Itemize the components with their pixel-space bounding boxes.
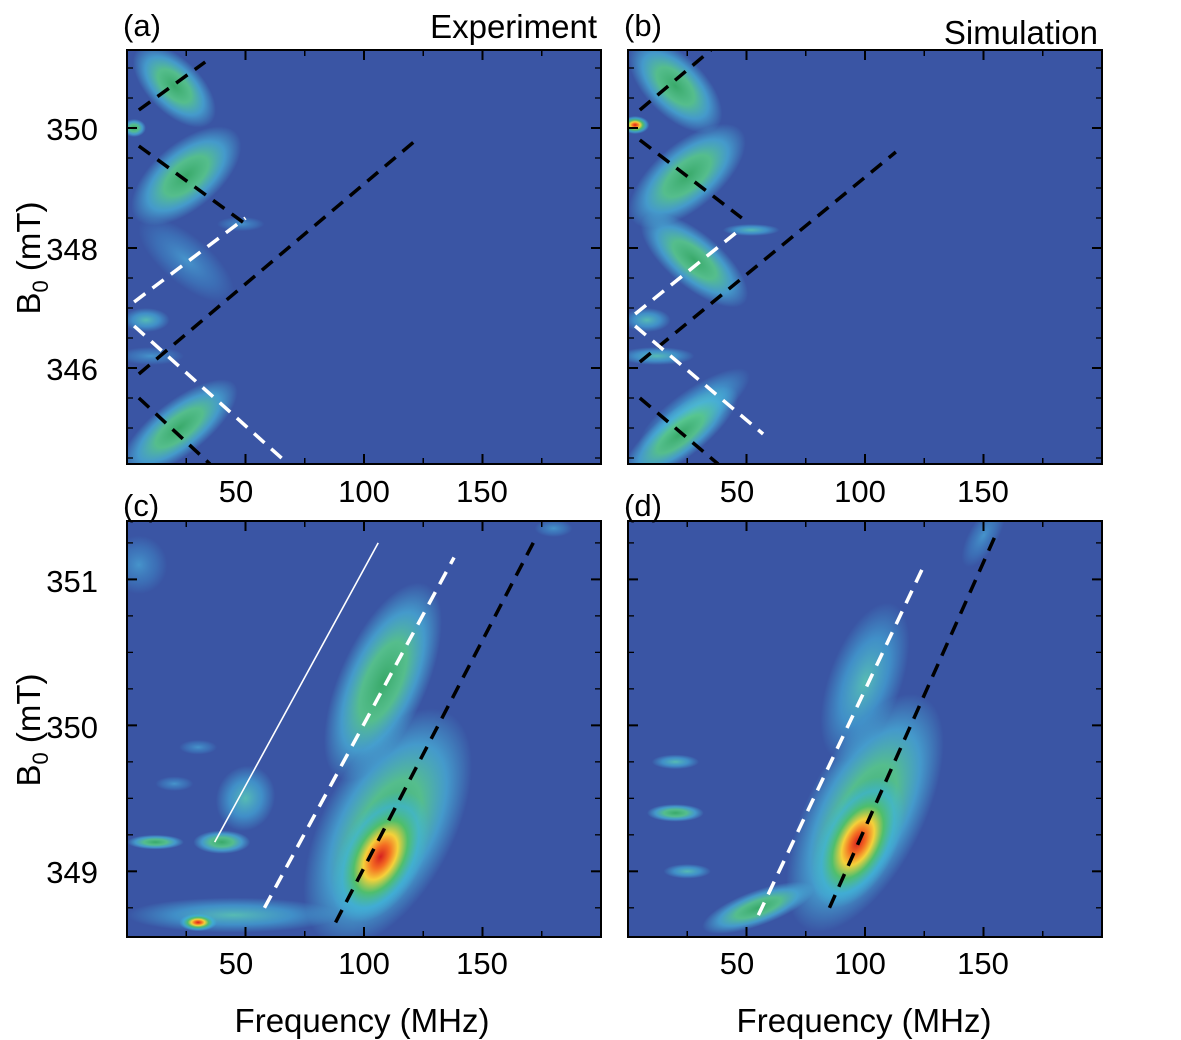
heatmap-blob <box>722 224 780 236</box>
heatmap-blob <box>628 347 695 365</box>
panel-c: (c) 50 100 150 349 350 351 <box>46 488 602 981</box>
guide-line-black <box>137 138 418 376</box>
heatmap-blob <box>217 216 265 232</box>
guide-line-white <box>756 564 926 916</box>
panel-c-y-tick-label: 349 <box>46 855 98 890</box>
y-axis-title-top: B0 (mT) <box>10 201 53 314</box>
guide-line-white <box>633 324 765 436</box>
heatmap-blob <box>651 754 700 770</box>
heatmap-blob <box>127 834 184 850</box>
guide-line-white <box>133 216 247 304</box>
panel-b-x-tick-label: 100 <box>834 474 886 509</box>
guide-line-white <box>132 324 290 464</box>
heatmap-blob <box>646 804 704 822</box>
heatmap-blob <box>179 739 218 755</box>
panel-d: (d) 50 100 150 <box>624 488 1103 981</box>
x-axis-title-right: Frequency (MHz) <box>737 1002 992 1039</box>
heatmap-blob <box>193 830 251 854</box>
panel-a-y-tick-label: 346 <box>46 352 98 387</box>
heatmap-blob <box>127 535 168 594</box>
heatmap-blob <box>628 308 671 332</box>
panel-c-x-tick-label: 100 <box>338 946 390 981</box>
heatmap-blob <box>127 308 170 332</box>
y-axis-title-unit: (mT) <box>10 201 47 280</box>
panel-b: (b) Simulation 50 100 150 <box>624 8 1103 509</box>
heatmap-blob <box>640 212 749 308</box>
panel-b-x-tick-label: 50 <box>720 474 754 509</box>
heatmap-blob <box>534 521 573 538</box>
panel-c-x-tick-label: 150 <box>456 946 508 981</box>
heatmap-blob <box>127 347 184 365</box>
guide-line-black <box>334 534 539 924</box>
panel-c-y-tick-label: 351 <box>46 564 98 599</box>
panel-c-x-tick-label: 50 <box>219 946 253 981</box>
panel-d-x-tick-label: 100 <box>834 946 886 981</box>
heatmap-blob <box>127 379 238 464</box>
heatmap-blob <box>331 791 430 923</box>
panel-a-y-tick-label: 348 <box>46 232 98 267</box>
heatmap-blob <box>663 864 711 879</box>
y-axis-title-bottom: B0 (mT) <box>10 673 53 786</box>
panel-a-x-tick-label: 100 <box>338 474 390 509</box>
heatmap-blob <box>628 50 723 133</box>
panel-a-x-tick-label: 50 <box>219 474 253 509</box>
y-axis-title-b: B <box>10 293 47 315</box>
panel-a-ticks <box>127 50 601 464</box>
panel-a-x-tick-label: 150 <box>456 474 508 509</box>
panel-a: (a) Experiment 50 100 150 346 348 350 <box>46 8 602 509</box>
guide-line-black <box>638 50 713 112</box>
guide-line-black <box>638 396 720 464</box>
y-axis-title-sub: 0 <box>28 752 53 764</box>
panel-b-x-tick-label: 150 <box>957 474 1009 509</box>
x-axis-title-left: Frequency (MHz) <box>235 1002 490 1039</box>
heatmap-blob <box>155 776 194 792</box>
guide-line-black <box>137 396 212 464</box>
panel-d-x-tick-label: 50 <box>720 946 754 981</box>
panel-a-y-tick-label: 350 <box>46 112 98 147</box>
panel-b-ticks <box>628 50 1102 464</box>
y-axis-title-unit: (mT) <box>10 673 47 752</box>
panel-a-title: Experiment <box>430 8 597 45</box>
heatmap-blob <box>131 126 242 226</box>
guide-line-black <box>638 150 897 364</box>
panel-a-heatmap <box>127 50 601 464</box>
panel-a-letter: (a) <box>123 8 161 43</box>
panel-d-ticks <box>628 521 1102 937</box>
panel-d-x-tick-label: 150 <box>957 946 1009 981</box>
heatmap-blob <box>138 217 235 303</box>
panel-c-heatmap <box>127 521 601 937</box>
panel-d-letter: (d) <box>624 488 662 523</box>
y-axis-title-b: B <box>10 765 47 787</box>
panel-c-letter: (c) <box>123 488 159 523</box>
heatmap-blob <box>961 521 1006 568</box>
heatmap-blob <box>702 881 815 934</box>
panel-c-y-tick-label: 350 <box>46 710 98 745</box>
guide-line-white-solid <box>213 542 379 843</box>
guide-line-black <box>137 60 207 112</box>
panel-b-title: Simulation <box>944 14 1098 51</box>
heatmap-blob <box>215 765 276 832</box>
guide-line-white <box>262 556 456 909</box>
heatmap-blob <box>179 913 218 932</box>
panel-d-heatmap <box>628 521 1102 937</box>
heatmap-blob <box>132 50 216 128</box>
panel-b-heatmap <box>628 50 1102 464</box>
heatmap-blob <box>628 116 650 134</box>
panel-b-letter: (b) <box>624 8 662 43</box>
y-axis-title-sub: 0 <box>28 280 53 292</box>
panel-c-ticks <box>127 521 601 937</box>
